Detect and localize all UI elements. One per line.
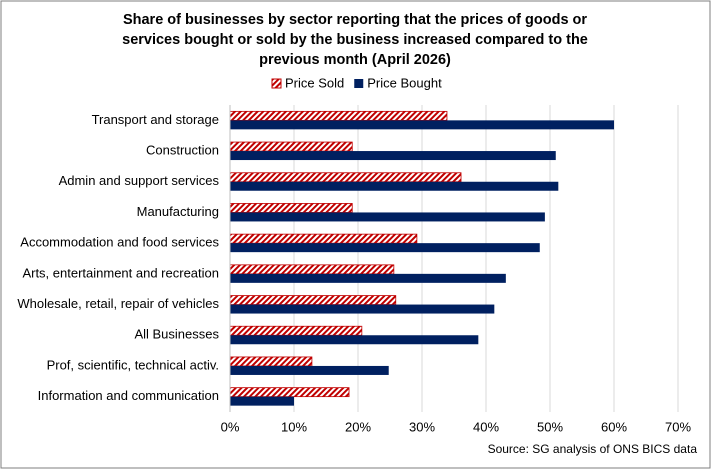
- legend-label: Price Sold: [285, 75, 344, 90]
- bar: [229, 233, 418, 244]
- y-tick-label: Admin and support services: [59, 173, 220, 188]
- x-tick-label: 60%: [601, 419, 627, 434]
- bar: [230, 120, 614, 130]
- legend-swatch: [271, 78, 282, 89]
- x-tick-label: 20%: [345, 419, 371, 434]
- source-note: Source: SG analysis of ONS BICS data: [488, 442, 698, 456]
- y-tick-label: Manufacturing: [137, 204, 219, 219]
- bar: [229, 325, 363, 336]
- bar: [230, 304, 495, 314]
- y-tick-label: Information and communication: [38, 388, 219, 403]
- bar: [229, 356, 313, 367]
- bar: [229, 110, 448, 121]
- y-tick-label: All Businesses: [134, 327, 219, 342]
- chart-title: Share of businesses by sector reporting …: [123, 12, 587, 28]
- bar: [230, 181, 559, 191]
- bar: [230, 365, 389, 375]
- legend-swatch: [354, 79, 364, 88]
- bar: [230, 273, 506, 283]
- bar: [230, 212, 545, 222]
- bar: [230, 335, 479, 345]
- y-tick-label: Prof, scientific, technical activ.: [47, 357, 219, 372]
- x-tick-label: 10%: [281, 419, 307, 434]
- chart-title: previous month (April 2026): [259, 52, 451, 68]
- bar: [229, 172, 462, 183]
- y-tick-label: Arts, entertainment and recreation: [22, 265, 219, 280]
- bar: [229, 295, 397, 305]
- bar: [229, 141, 353, 152]
- x-tick-label: 30%: [409, 419, 435, 434]
- bar: [229, 264, 395, 275]
- bar: [230, 396, 294, 406]
- chart-title: services bought or sold by the business …: [122, 32, 588, 48]
- bar: [229, 387, 350, 398]
- y-tick-label: Accommodation and food services: [20, 235, 219, 250]
- y-tick-label: Transport and storage: [92, 112, 219, 127]
- x-tick-label: 50%: [537, 419, 563, 434]
- bar: [230, 151, 556, 161]
- y-tick-label: Construction: [146, 142, 219, 157]
- legend-label: Price Bought: [367, 75, 442, 90]
- x-tick-label: 70%: [665, 419, 691, 434]
- x-tick-label: 40%: [473, 419, 499, 434]
- bar: [229, 203, 353, 213]
- y-tick-label: Wholesale, retail, repair of vehicles: [17, 296, 219, 311]
- x-tick-label: 0%: [221, 419, 240, 434]
- bar: [230, 243, 540, 253]
